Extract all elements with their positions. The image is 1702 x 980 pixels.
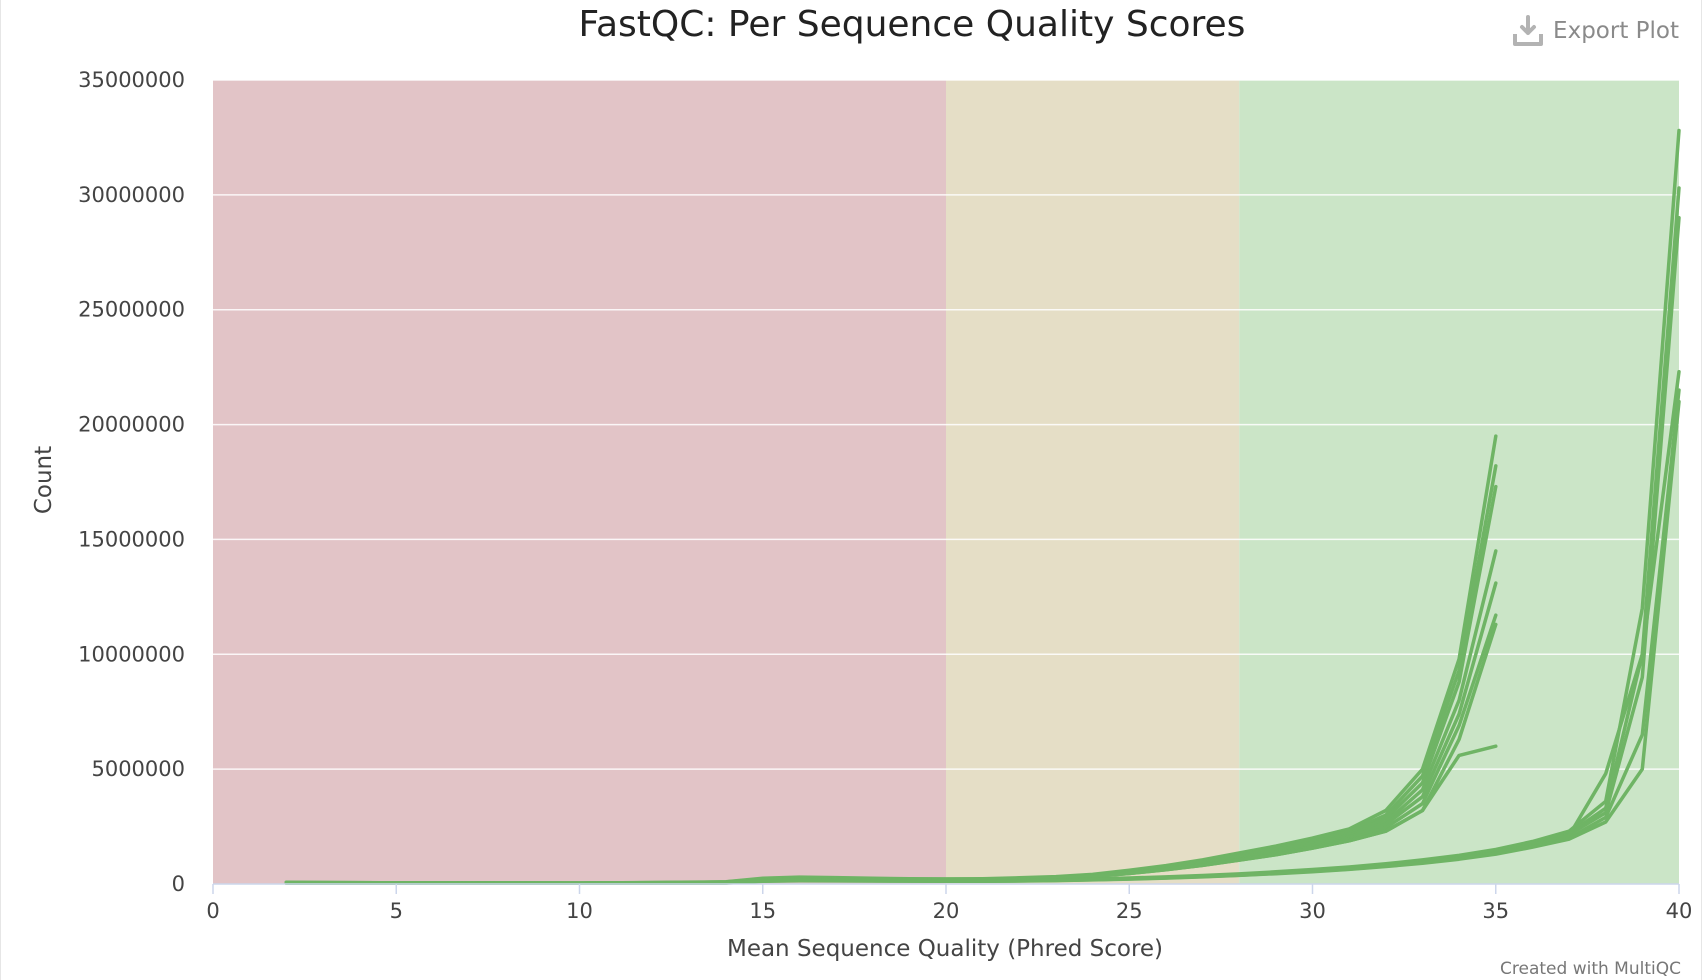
y-tick-label-6: 30000000 [78,183,185,207]
x-tick-label-4: 20 [933,899,960,923]
x-tick-label-6: 30 [1299,899,1326,923]
y-tick-label-0: 0 [172,872,185,896]
x-tick-label-1: 5 [390,899,403,923]
chart-title: FastQC: Per Sequence Quality Scores [579,4,1246,45]
export-plot-button[interactable]: Export Plot [1511,14,1679,48]
export-plot-label: Export Plot [1553,18,1679,44]
x-tick-label-3: 15 [749,899,776,923]
y-tick-label-7: 35000000 [78,68,185,92]
y-tick-label-2: 10000000 [78,642,185,666]
x-tick-label-0: 0 [206,899,219,923]
quality-band-0 [213,80,946,884]
y-axis-title: Count [31,446,57,514]
x-axis-title: Mean Sequence Quality (Phred Score) [727,936,1163,962]
x-tick-label-8: 40 [1666,899,1693,923]
quality-band-1 [946,80,1240,884]
credits-label: Created with MultiQC [1500,959,1681,979]
quality-band-2 [1239,80,1679,884]
x-tick-label-7: 35 [1482,899,1509,923]
y-tick-label-5: 25000000 [78,298,185,322]
y-tick-label-1: 5000000 [91,757,185,781]
x-tick-label-5: 25 [1116,899,1143,923]
x-tick-label-2: 10 [566,899,593,923]
y-tick-label-3: 15000000 [78,527,185,551]
sample-series-line-13[interactable] [284,399,1681,886]
y-tick-label-4: 20000000 [78,413,185,437]
download-icon [1513,15,1544,46]
